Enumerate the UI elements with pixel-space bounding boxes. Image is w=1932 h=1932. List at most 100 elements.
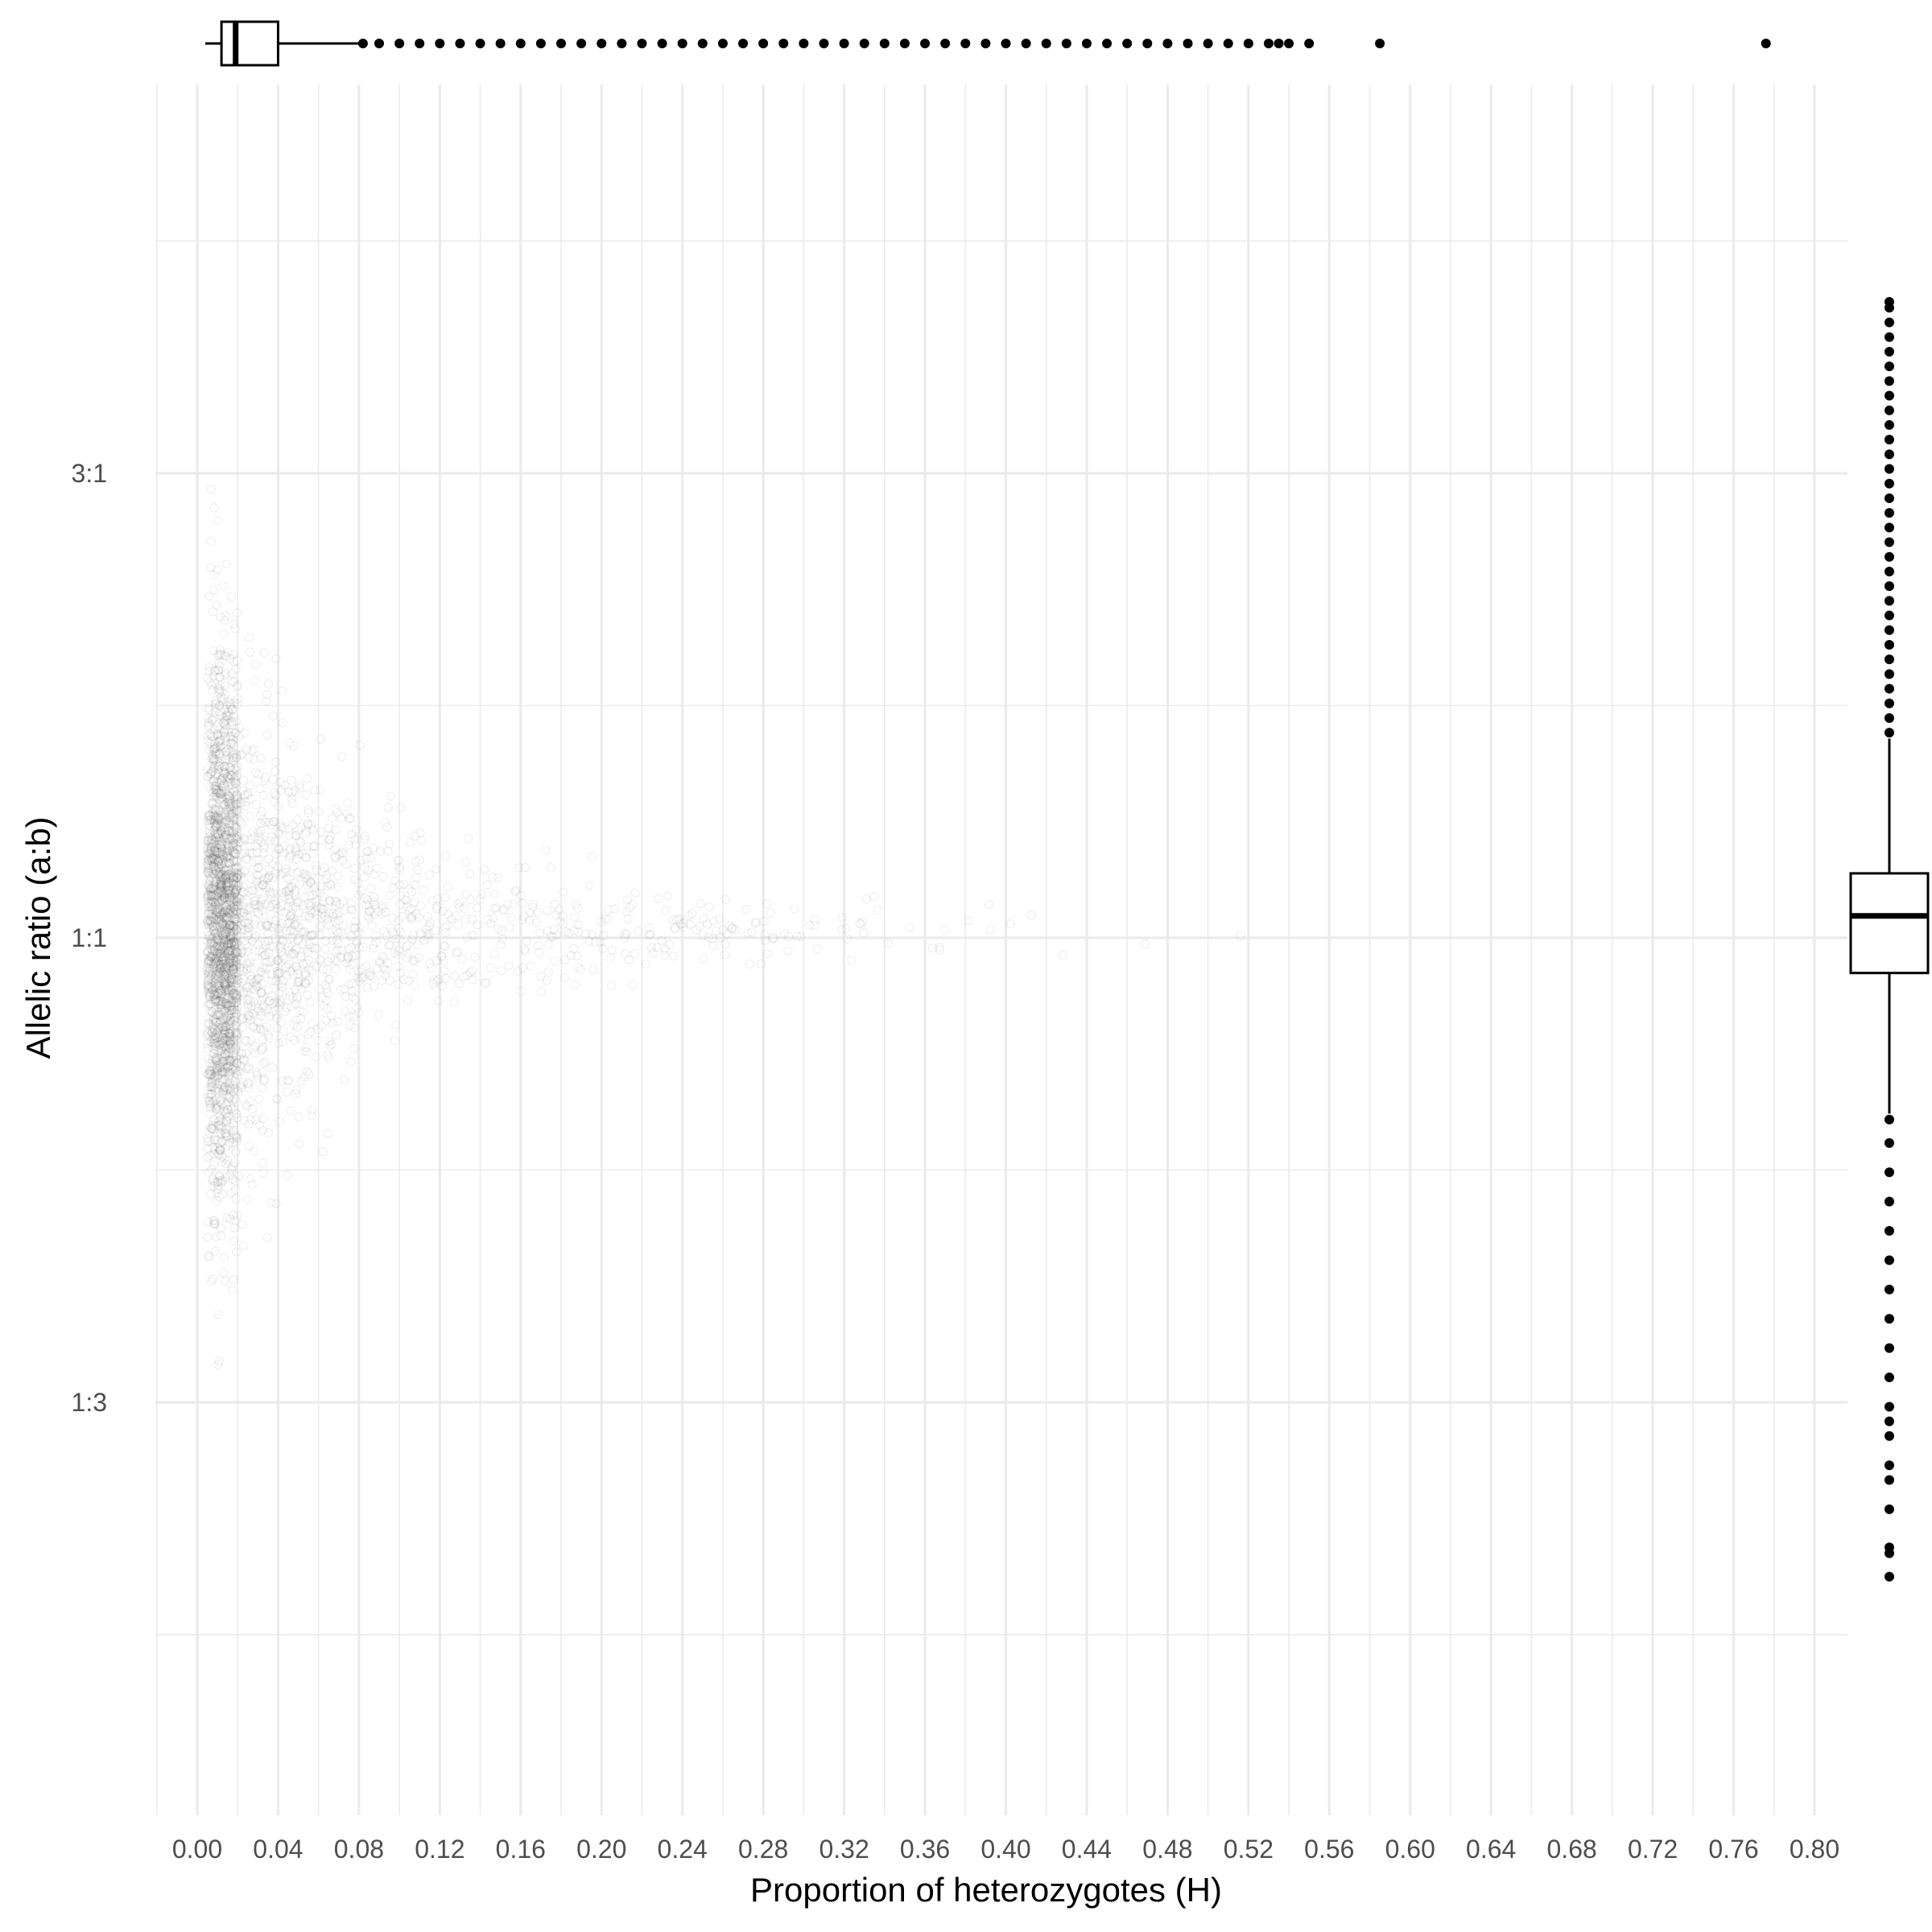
scatter-point [223, 1015, 233, 1025]
scatter-point [1026, 910, 1037, 920]
scatter-point [465, 869, 475, 879]
scatter-point [353, 878, 363, 888]
scatter-point [204, 854, 214, 864]
scatter-point [221, 767, 231, 778]
scatter-point [217, 1157, 227, 1167]
scatter-point [206, 939, 216, 948]
scatter-point [257, 837, 266, 847]
scatter-point [214, 1040, 225, 1051]
scatter-point [214, 815, 224, 825]
scatter-point [213, 829, 223, 839]
scatter-point [225, 886, 235, 896]
scatter-point [587, 930, 597, 940]
scatter-point [218, 1068, 229, 1078]
scatter-point [301, 853, 312, 863]
scatter-point [217, 1038, 228, 1048]
scatter-point [220, 883, 230, 893]
scatter-point [210, 770, 220, 781]
scatter-point [206, 731, 216, 741]
scatter-point [258, 1044, 267, 1054]
scatter-point [226, 1101, 236, 1111]
scatter-point [630, 888, 640, 898]
scatter-point [232, 1005, 242, 1015]
scatter-point [208, 1174, 217, 1184]
scatter-point [322, 984, 332, 993]
scatter-point [219, 894, 229, 904]
scatter-point [212, 909, 221, 919]
scatter-point [249, 977, 259, 988]
scatter-point [223, 1105, 233, 1115]
scatter-point [217, 949, 227, 959]
scatter-point [255, 811, 266, 820]
scatter-point [250, 1115, 261, 1125]
scatter-point [224, 939, 233, 948]
scatter-point [231, 868, 241, 878]
scatter-point [231, 914, 241, 924]
scatter-point [218, 832, 229, 843]
x-tick-label: 0.20 [576, 1835, 626, 1864]
scatter-point [276, 1017, 287, 1027]
scatter-point [301, 873, 311, 882]
scatter-point [231, 1247, 242, 1257]
scatter-point [211, 696, 221, 706]
scatter-point [205, 1100, 216, 1111]
x-box-outlier [556, 39, 567, 48]
scatter-point [211, 1031, 221, 1042]
scatter-point [217, 891, 226, 902]
scatter-point [392, 856, 402, 865]
scatter-point [627, 899, 638, 910]
scatter-point [295, 782, 305, 793]
scatter-point [252, 877, 262, 887]
scatter-point [331, 1030, 341, 1040]
scatter-point [526, 961, 536, 971]
scatter-point [213, 829, 223, 839]
scatter-point [202, 1030, 213, 1039]
scatter-point [220, 769, 229, 778]
scatter-point [217, 876, 228, 886]
scatter-point [285, 911, 295, 921]
scatter-point [272, 861, 283, 871]
scatter-point [390, 1036, 400, 1046]
scatter-point [291, 945, 300, 955]
scatter-point [251, 768, 261, 778]
scatter-point [212, 847, 221, 857]
scatter-point [241, 940, 251, 950]
scatter-point [604, 905, 613, 914]
scatter-point [229, 913, 240, 923]
scatter-point [332, 1017, 343, 1026]
scatter-point [218, 1022, 229, 1032]
scatter-point [228, 848, 237, 857]
scatter-point [212, 957, 221, 967]
scatter-point [214, 1086, 224, 1096]
scatter-point [217, 1231, 226, 1241]
scatter-point [261, 873, 270, 883]
scatter-point [232, 972, 242, 982]
scatter-point [202, 1232, 213, 1242]
scatter-point [278, 1075, 287, 1086]
scatter-point [227, 947, 237, 957]
scatter-point [232, 749, 242, 760]
scatter-point [204, 705, 214, 716]
scatter-point [205, 769, 216, 779]
scatter-point [215, 1138, 225, 1148]
scatter-point [208, 861, 219, 871]
scatter-point [247, 874, 257, 884]
scatter-point [260, 899, 270, 910]
scatter-point [345, 813, 354, 824]
scatter-point [333, 927, 343, 938]
scatter-point [211, 1079, 221, 1089]
scatter-point [232, 682, 242, 691]
scatter-point [304, 913, 315, 923]
scatter-point [233, 975, 242, 985]
scatter-point [546, 931, 556, 941]
scatter-point [687, 909, 697, 919]
scatter-point [213, 892, 223, 902]
scatter-point [218, 717, 229, 728]
scatter-point [208, 753, 217, 763]
y-box-outlier [1885, 405, 1894, 415]
scatter-point [317, 909, 327, 919]
scatter-point [219, 939, 229, 949]
scatter-point [242, 1064, 251, 1074]
scatter-point [224, 1092, 233, 1103]
scatter-point [213, 1007, 224, 1018]
